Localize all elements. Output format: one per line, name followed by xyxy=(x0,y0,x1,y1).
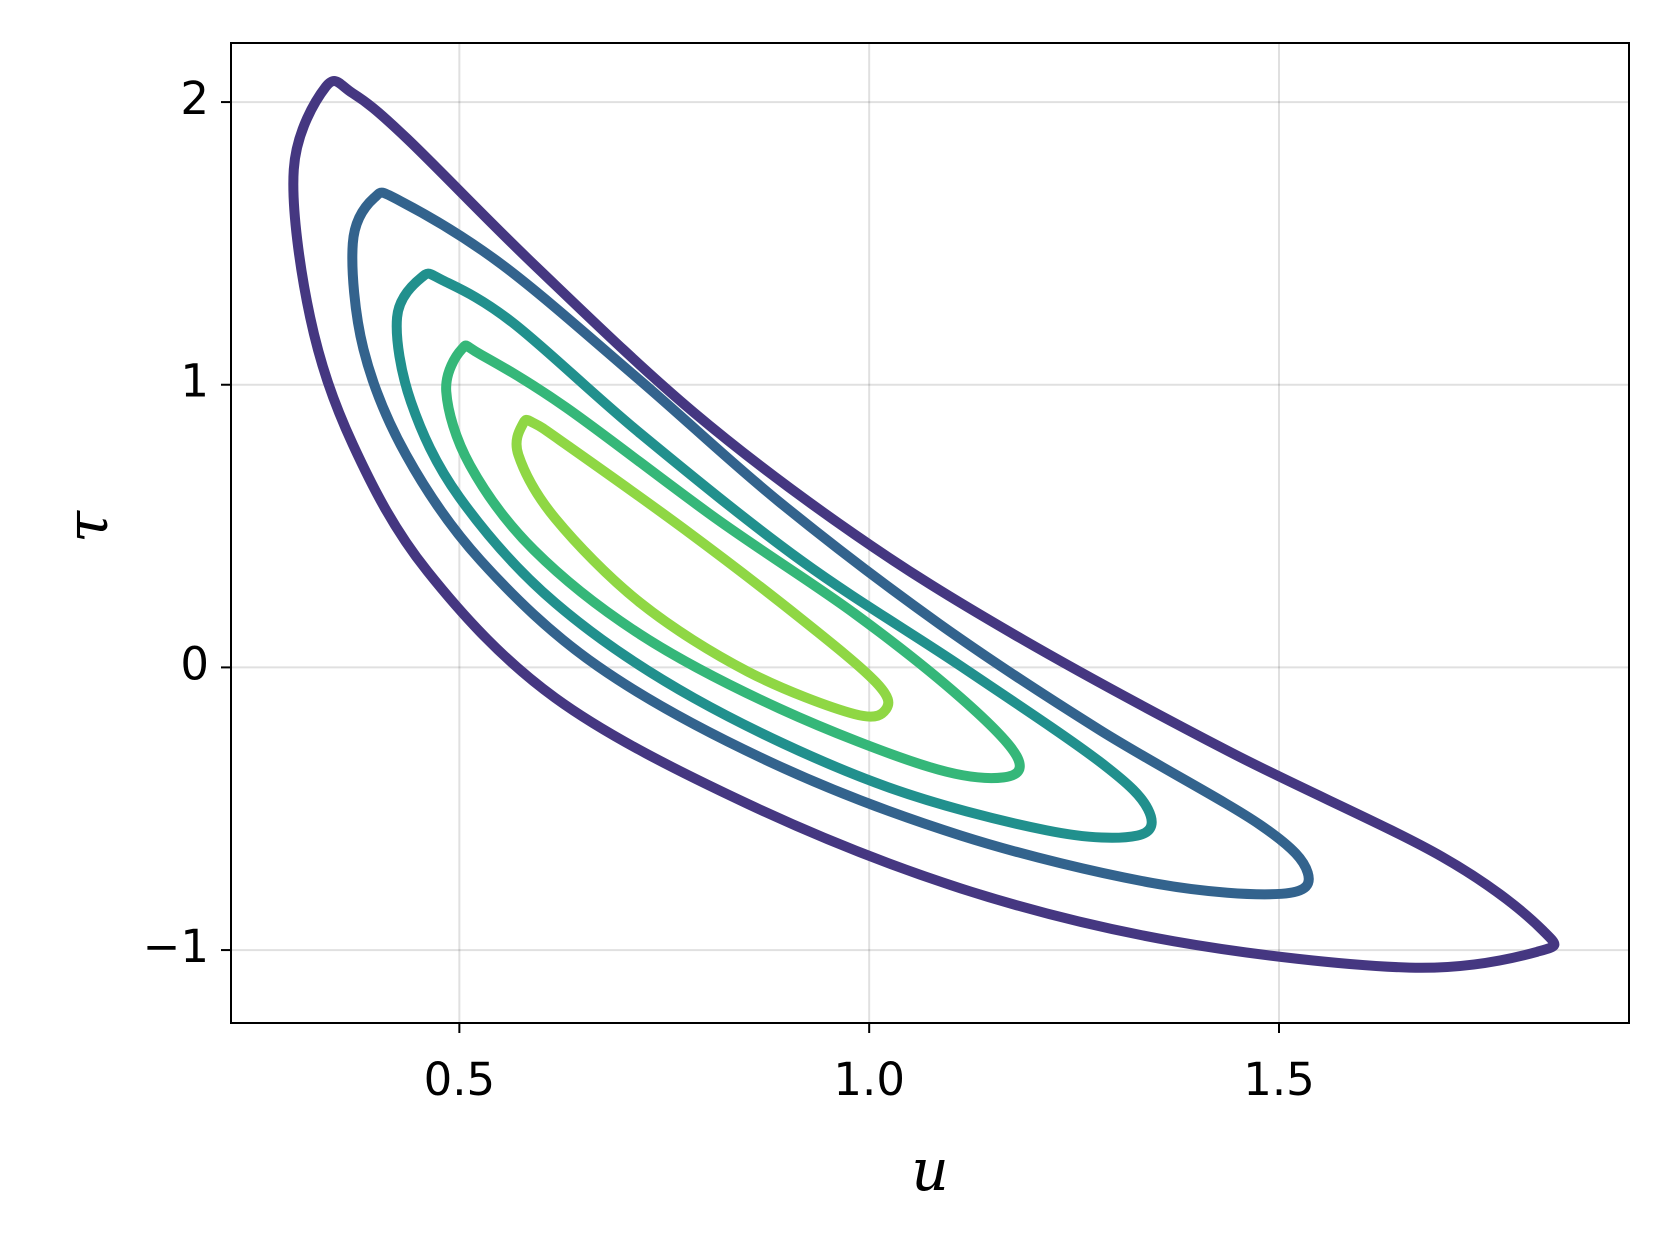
contour-line xyxy=(347,187,1314,900)
contour-line xyxy=(511,414,894,722)
y-axis-title: τ xyxy=(53,510,121,543)
x-tick-label: 1.5 xyxy=(1243,1053,1315,1106)
x-axis-title: u xyxy=(911,1136,948,1204)
plot-frame xyxy=(230,42,1630,1024)
y-tick-label: 0 xyxy=(180,637,209,690)
contour-line xyxy=(391,268,1157,843)
x-tick-label: 0.5 xyxy=(424,1053,496,1106)
contour-line xyxy=(288,76,1560,973)
x-tick-label: 1.0 xyxy=(833,1053,905,1106)
contour-line xyxy=(441,340,1025,784)
y-tick-label: 1 xyxy=(180,355,209,408)
y-tick-label: 2 xyxy=(180,72,209,125)
y-tick-label: −1 xyxy=(143,920,209,973)
